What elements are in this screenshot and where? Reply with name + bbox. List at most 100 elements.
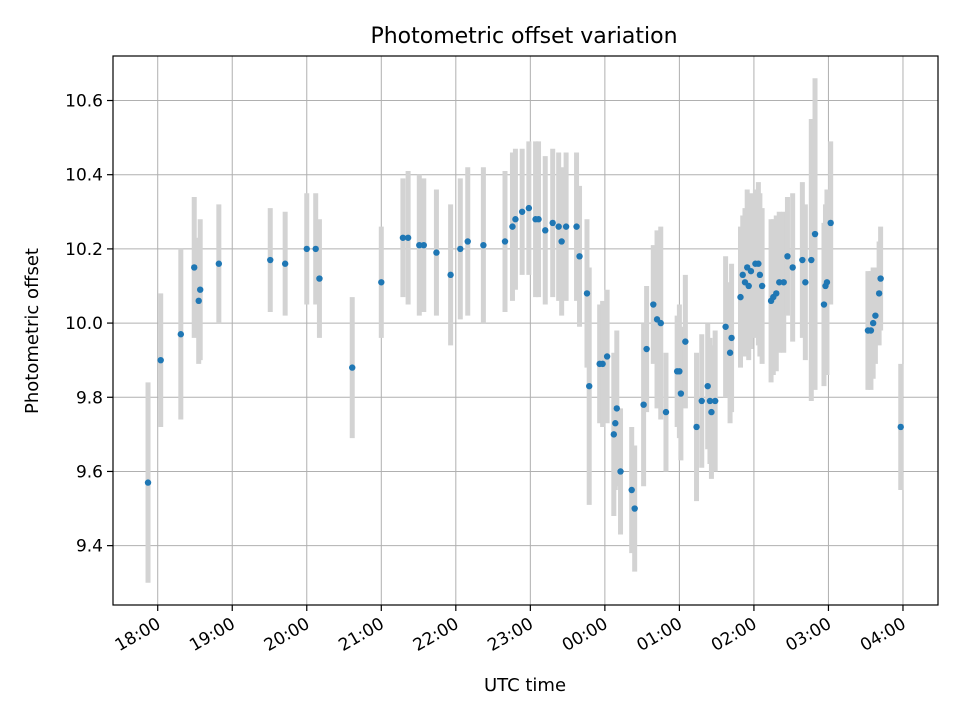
data-point <box>573 223 580 230</box>
x-axis-label: UTC time <box>484 675 566 696</box>
data-point <box>773 290 780 297</box>
data-point <box>789 264 796 271</box>
data-point <box>780 279 787 286</box>
data-point <box>875 290 883 297</box>
data-point <box>776 279 783 286</box>
y-tick-label: 9.4 <box>76 537 103 557</box>
data-point <box>758 282 766 290</box>
data-point <box>643 345 650 353</box>
data-point <box>676 368 683 375</box>
data-point <box>867 327 875 334</box>
data-point <box>509 223 516 230</box>
data-point <box>640 401 647 408</box>
data-point <box>195 297 202 305</box>
data-point <box>144 479 152 486</box>
data-point <box>433 249 440 256</box>
data-point <box>820 301 828 308</box>
data-point <box>457 245 464 253</box>
data-point <box>708 408 715 416</box>
data-point <box>811 230 819 238</box>
data-point <box>650 301 657 308</box>
data-point <box>420 241 427 249</box>
data-point <box>613 405 620 412</box>
y-tick-label: 10.4 <box>65 166 103 186</box>
data-point <box>349 364 356 371</box>
y-tick-label: 10.2 <box>65 240 103 260</box>
data-point <box>542 227 549 234</box>
data-point <box>576 253 583 260</box>
data-point <box>399 234 407 241</box>
data-point <box>693 423 700 431</box>
data-point <box>897 423 904 431</box>
data-point <box>755 260 762 267</box>
data-points <box>144 204 904 512</box>
y-axis-label: Photometric offset <box>22 248 43 414</box>
data-point <box>196 286 204 293</box>
data-point <box>747 267 755 275</box>
y-tick-label: 9.6 <box>76 462 103 482</box>
data-point <box>628 486 635 494</box>
data-point <box>157 356 164 364</box>
data-point <box>662 408 670 416</box>
data-point <box>535 216 542 223</box>
data-point <box>726 349 734 356</box>
data-point <box>756 271 764 279</box>
data-point <box>562 223 570 230</box>
data-point <box>808 256 815 264</box>
data-point <box>378 279 385 286</box>
data-point <box>682 338 689 345</box>
data-point <box>583 290 591 297</box>
data-point <box>281 260 289 267</box>
data-point <box>177 331 185 338</box>
data-point <box>698 397 705 405</box>
data-point <box>739 271 746 279</box>
data-point <box>657 319 664 327</box>
data-point <box>823 279 831 286</box>
data-point <box>267 256 274 264</box>
data-point <box>877 275 884 282</box>
data-point <box>872 312 879 319</box>
data-point <box>799 256 806 264</box>
data-point <box>599 360 606 368</box>
data-point <box>617 468 624 475</box>
data-point <box>784 253 791 260</box>
data-point <box>525 204 533 212</box>
data-point <box>737 293 744 301</box>
data-point <box>827 219 834 227</box>
data-point <box>586 382 593 390</box>
y-tick-label: 9.8 <box>76 388 103 408</box>
data-point <box>745 282 752 290</box>
y-tick-label: 10.6 <box>65 92 103 112</box>
chart-title: Photometric offset variation <box>370 24 677 49</box>
data-point <box>704 382 711 390</box>
data-point <box>558 238 565 245</box>
data-point <box>722 323 729 330</box>
data-point <box>549 219 556 227</box>
data-point <box>711 397 719 405</box>
data-point <box>706 397 714 405</box>
data-point <box>603 353 611 360</box>
data-point <box>555 223 562 230</box>
data-point <box>404 234 412 241</box>
data-point <box>677 390 685 397</box>
data-point <box>191 264 198 271</box>
data-point <box>631 505 638 512</box>
data-point <box>512 216 519 223</box>
y-axis: 9.4 9.6 9.8 10.0 10.2 10.4 10.6 <box>65 92 113 557</box>
data-point <box>610 431 618 438</box>
data-point <box>303 245 310 253</box>
data-point <box>869 319 877 327</box>
data-point <box>312 245 319 253</box>
data-point <box>215 260 223 267</box>
y-tick-label: 10.0 <box>65 314 103 334</box>
data-point <box>316 275 323 282</box>
data-point <box>612 420 619 427</box>
data-point <box>480 241 487 249</box>
plot-frame <box>112 55 939 606</box>
data-point <box>416 241 423 249</box>
data-point <box>501 238 509 245</box>
data-point <box>518 208 526 215</box>
data-point <box>447 271 454 279</box>
data-point <box>464 238 471 245</box>
